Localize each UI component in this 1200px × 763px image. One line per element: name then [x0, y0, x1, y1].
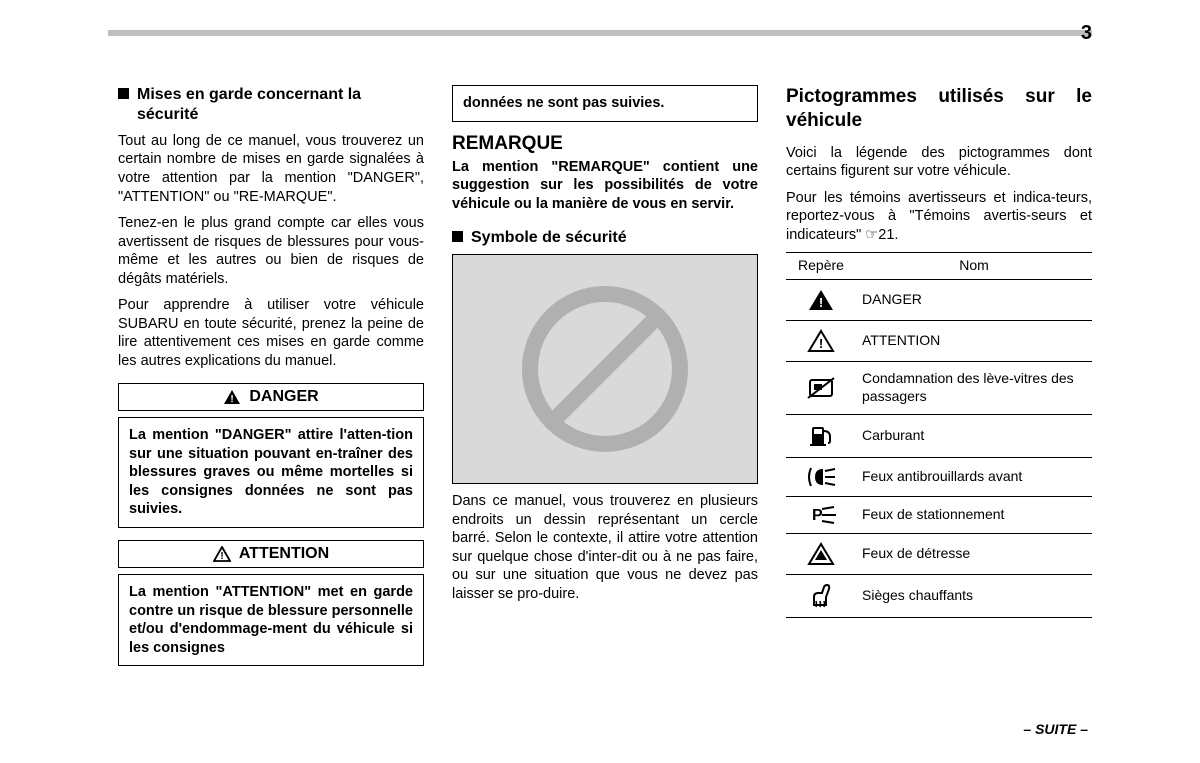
parking-light-icon: P	[804, 505, 838, 525]
column-1: Mises en garde concernant la sécurité To…	[118, 85, 424, 708]
pictograms-intro: Voici la légende des pictogrammes dont c…	[786, 144, 1092, 181]
table-header-row: Repère Nom	[786, 253, 1092, 280]
hazard-triangle-icon	[807, 542, 835, 566]
table-row: Sièges chauffants	[786, 575, 1092, 618]
heated-seat-icon	[808, 583, 834, 609]
danger-box: La mention "DANGER" attire l'atten-tion …	[118, 417, 424, 528]
square-bullet-icon	[118, 88, 129, 99]
cell-name: Condamnation des lève-vitres des passage…	[856, 362, 1092, 415]
section-heading-symbol: Symbole de sécurité	[452, 228, 758, 248]
cell-name: Feux de stationnement	[856, 497, 1092, 534]
content-columns: Mises en garde concernant la sécurité To…	[118, 85, 1092, 708]
attention-box-cont: données ne sont pas suivies.	[452, 85, 758, 122]
attention-label: ATTENTION	[239, 544, 329, 564]
cell-name: ATTENTION	[856, 321, 1092, 362]
front-fog-light-icon	[805, 466, 837, 488]
th-nom: Nom	[856, 253, 1092, 280]
attention-title-bar: ! ATTENTION	[118, 540, 424, 568]
fuel-pump-icon	[808, 423, 834, 449]
cell-name: DANGER	[856, 280, 1092, 321]
pictograms-ref: Pour les témoins avertisseurs et indica-…	[786, 189, 1092, 245]
svg-text:P: P	[812, 507, 823, 524]
cell-name: Feux de détresse	[856, 534, 1092, 575]
pictograms-title: Pictogrammes utilisés sur le véhicule	[786, 85, 1092, 134]
paragraph: Tenez-en le plus grand compte car elles …	[118, 214, 424, 288]
danger-title-bar: ! DANGER	[118, 383, 424, 411]
svg-text:!: !	[819, 295, 823, 310]
footer-suite: – SUITE –	[1023, 721, 1088, 737]
svg-text:!: !	[220, 551, 223, 562]
top-rule	[108, 30, 1092, 36]
paragraph: Pour apprendre à utiliser votre véhicule…	[118, 296, 424, 370]
column-2: données ne sont pas suivies. REMARQUE La…	[452, 85, 758, 708]
square-bullet-icon	[452, 231, 463, 242]
paragraph: Tout au long de ce manuel, vous trouvere…	[118, 132, 424, 206]
th-repere: Repère	[786, 253, 856, 280]
prohibition-circle-icon	[515, 279, 695, 459]
prohibition-symbol-image	[452, 254, 758, 484]
table-row: Condamnation des lève-vitres des passage…	[786, 362, 1092, 415]
heading-text: Symbole de sécurité	[471, 228, 627, 248]
remark-label: REMARQUE	[452, 132, 758, 156]
table-row: ! ATTENTION	[786, 321, 1092, 362]
column-3: Pictogrammes utilisés sur le véhicule Vo…	[786, 85, 1092, 708]
table-row: Feux de détresse	[786, 534, 1092, 575]
table-row: Carburant	[786, 415, 1092, 458]
cell-name: Sièges chauffants	[856, 575, 1092, 618]
table-row: Feux antibrouillards avant	[786, 458, 1092, 497]
page-number: 3	[1081, 22, 1092, 45]
section-heading-safety: Mises en garde concernant la sécurité	[118, 85, 424, 126]
svg-text:!: !	[819, 336, 823, 351]
cell-name: Carburant	[856, 415, 1092, 458]
svg-text:!: !	[231, 394, 234, 405]
danger-triangle-solid-icon: !	[807, 288, 835, 312]
warning-triangle-outline-icon: !	[213, 546, 231, 562]
heading-text: Mises en garde concernant la sécurité	[137, 85, 424, 126]
danger-label: DANGER	[249, 387, 318, 407]
remark-text: La mention "REMARQUE" contient une sugge…	[452, 158, 758, 214]
symbol-description: Dans ce manuel, vous trouverez en plusie…	[452, 492, 758, 603]
pictogram-table: Repère Nom ! DANGER ! ATTENTION Condamna…	[786, 252, 1092, 618]
table-row: ! DANGER	[786, 280, 1092, 321]
attention-box: La mention "ATTENTION" met en garde cont…	[118, 574, 424, 666]
cell-name: Feux antibrouillards avant	[856, 458, 1092, 497]
warning-triangle-solid-icon: !	[223, 389, 241, 405]
attention-triangle-outline-icon: !	[807, 329, 835, 353]
window-lock-icon	[806, 376, 836, 400]
table-row: P Feux de stationnement	[786, 497, 1092, 534]
